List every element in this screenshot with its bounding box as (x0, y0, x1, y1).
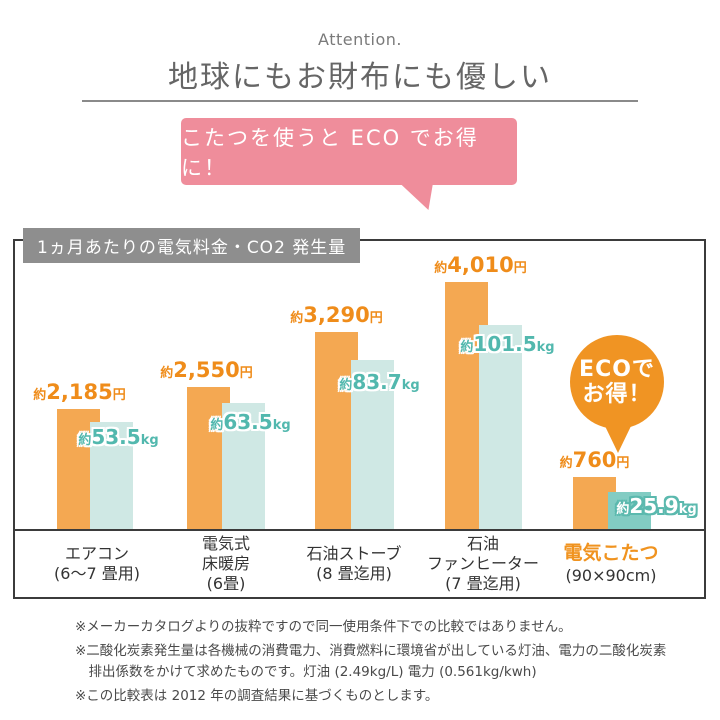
speech-bubble: こたつを使うと ECO でお得に！ (181, 118, 517, 185)
eco-badge-line2: お得！ (582, 382, 652, 407)
co2-value-label: 約101.5kg (460, 332, 555, 356)
category-label-line: (7 畳迄用) (445, 574, 521, 593)
category-label: 電気こたつ (90×90cm) (563, 531, 658, 597)
attention-kicker: Attention. (318, 30, 402, 49)
category-label-line: (90×90cm) (565, 565, 657, 585)
footnote: ※この比較表は 2012 年の調査結果に基づくものとします。 (75, 687, 439, 704)
footnotes: ※メーカーカタログよりの抜粋ですので同一使用条件下での比較ではありません。 ※二酸… (75, 617, 675, 709)
x-axis-line (15, 529, 704, 531)
speech-bubble-text: こたつを使うと ECO でお得に！ (181, 125, 479, 180)
category-label-line: (6〜7 畳用) (54, 564, 140, 583)
category-label-line: 床暖房 (201, 554, 251, 573)
co2-bar (222, 403, 265, 529)
category-label: 石油ストーブ (8 畳迄用) (306, 531, 401, 597)
chart-title: 1ヵ月あたりの電気料金・CO2 発生量 (23, 228, 361, 263)
co2-value-label: 約25.9kg (616, 494, 697, 518)
eco-badge: ECOで お得！ (570, 335, 664, 429)
category-label-line: 石油ストーブ (306, 544, 402, 563)
co2-value-label: 約53.5kg (78, 425, 159, 449)
co2-bar (90, 422, 133, 529)
category-label-line: (8 畳迄用) (316, 564, 392, 583)
cost-value-label: 約2,185円 (33, 380, 126, 404)
cost-bar (315, 332, 358, 529)
co2-bar (479, 325, 522, 529)
category-label-line: エアコン (64, 544, 129, 563)
header-divider (82, 100, 638, 102)
chart-panel: 1ヵ月あたりの電気料金・CO2 発生量 約2,185円約53.5kg 約2,550… (13, 228, 706, 599)
cost-value-label: 約4,010円 (434, 253, 527, 277)
category-label: 石油 ファンヒーター (7 畳迄用) (427, 531, 539, 597)
category-label-line: (6畳) (206, 574, 246, 593)
cost-value-label: 約2,550円 (160, 358, 253, 382)
category-label-line: 電気式 (201, 534, 251, 553)
cost-value-label: 約760円 (559, 448, 630, 472)
category-label-line: 石油 (466, 534, 500, 553)
co2-value-label: 約83.7kg (339, 370, 420, 394)
cost-value-label: 約3,290円 (290, 303, 383, 327)
co2-bar (351, 360, 394, 529)
footnote: ※二酸化炭素発生量は各機械の消費電力、消費燃料に環境省が出している灯油、電力の二… (75, 642, 667, 681)
co2-bar (608, 492, 651, 529)
co2-value-label: 約63.5kg (210, 410, 291, 434)
category-label: 電気式 床暖房 (6畳) (202, 531, 250, 597)
category-label: エアコン (6〜7 畳用) (54, 531, 140, 597)
speech-bubble-tail (399, 183, 433, 210)
category-label-line: 電気こたつ (563, 542, 659, 565)
category-label-line: ファンヒーター (426, 554, 540, 573)
eco-badge-line1: ECOで (579, 356, 655, 382)
page-title: 地球にもお財布にも優しい (168, 60, 552, 95)
footnote: ※メーカーカタログよりの抜粋ですので同一使用条件下での比較ではありません。 (75, 619, 572, 635)
